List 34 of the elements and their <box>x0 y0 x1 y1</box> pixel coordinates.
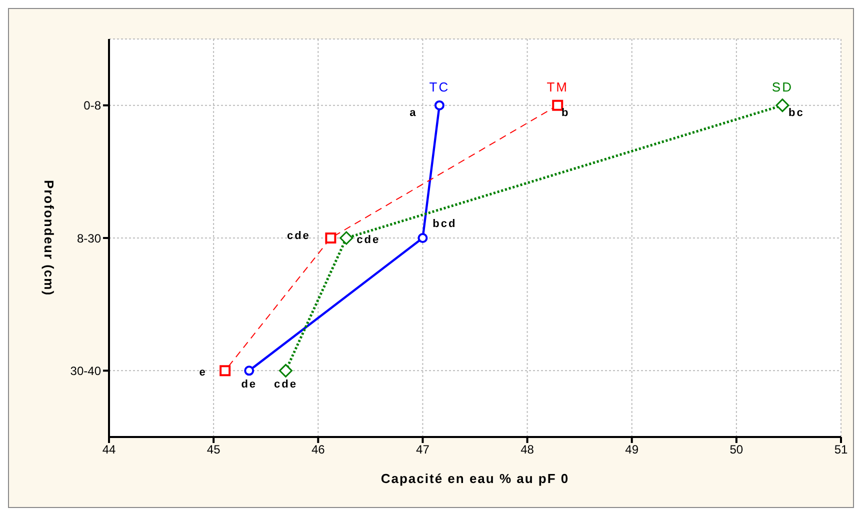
data-label: e <box>199 366 207 379</box>
data-label: bc <box>788 107 804 120</box>
point <box>220 365 231 376</box>
y-tick-label: 0-8 <box>84 98 102 113</box>
point <box>552 100 564 111</box>
series-label: TM <box>546 79 568 94</box>
point <box>776 98 790 112</box>
x-tick-label: 44 <box>102 442 116 457</box>
point <box>434 100 444 110</box>
x-axis-title: Capacité en eau % au pF 0 <box>380 471 570 486</box>
point <box>278 364 292 378</box>
data-label: bcd <box>432 218 457 230</box>
y-tick-label: 8-30 <box>76 231 102 246</box>
x-tick-label: 48 <box>520 442 534 457</box>
x-tick-label: 47 <box>416 442 430 457</box>
data-label: cde <box>274 378 298 391</box>
x-tick-label: 45 <box>206 442 221 457</box>
series-label: SD <box>772 79 793 94</box>
data-label: cde <box>286 230 310 242</box>
data-label: b <box>561 107 570 120</box>
point <box>340 231 354 245</box>
data-label: cde <box>356 234 380 246</box>
data-label: a <box>410 107 418 120</box>
x-tick-label: 51 <box>834 442 848 457</box>
point <box>325 232 336 244</box>
x-tick-label: 46 <box>311 442 326 457</box>
y-tick-label: 30-40 <box>70 364 102 378</box>
point <box>244 366 254 376</box>
y-axis-title: Profondeur (cm) <box>41 180 56 296</box>
x-tick-label: 50 <box>730 442 744 457</box>
x-tick-label: 49 <box>625 442 639 457</box>
point <box>418 233 428 243</box>
data-label: de <box>241 378 258 391</box>
series-label: TC <box>429 79 450 94</box>
